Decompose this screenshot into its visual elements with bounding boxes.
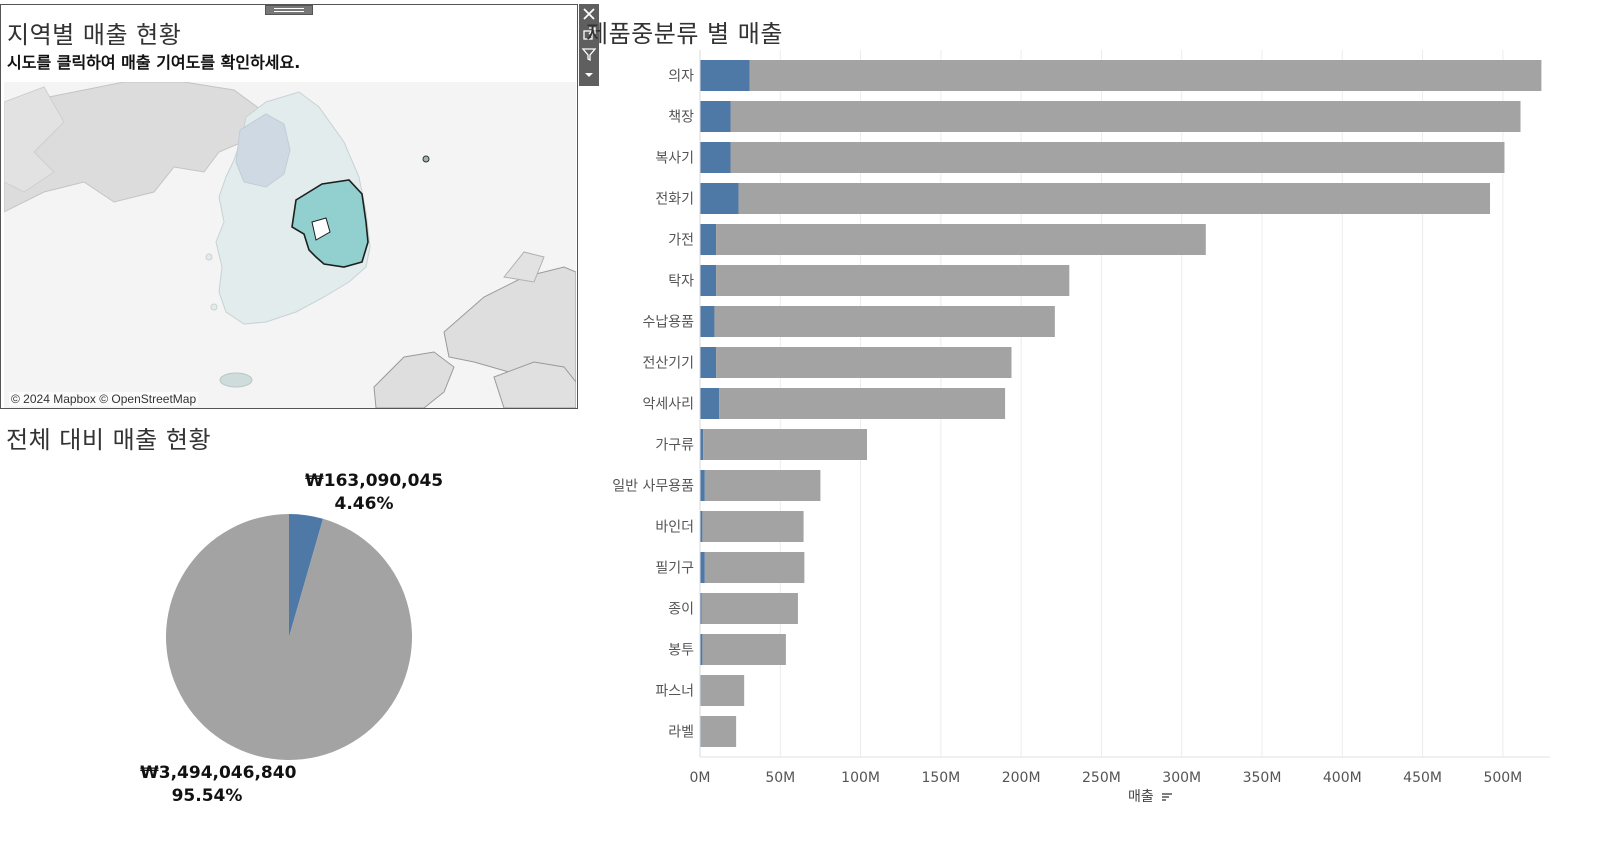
filter-icon[interactable] xyxy=(579,44,599,64)
bar-segment-selected[interactable] xyxy=(700,224,717,255)
bar-segment-selected[interactable] xyxy=(700,470,705,501)
bar-segment-rest[interactable] xyxy=(703,429,867,460)
korea-map[interactable] xyxy=(3,81,577,408)
bar-segment-selected[interactable] xyxy=(700,388,720,419)
category-label[interactable]: 가구류 xyxy=(655,438,694,454)
bar-segment-rest[interactable] xyxy=(719,388,1006,419)
bar-segment-rest[interactable] xyxy=(716,347,1012,378)
x-tick-label: 0M xyxy=(690,770,711,785)
category-label[interactable]: 전화기 xyxy=(655,192,694,208)
pie-chart[interactable] xyxy=(160,508,418,766)
bar-segment-selected[interactable] xyxy=(700,183,739,214)
category-label[interactable]: 전산기기 xyxy=(642,356,694,372)
x-tick-label: 200M xyxy=(1002,770,1041,785)
category-label[interactable]: 바인더 xyxy=(655,520,694,536)
close-icon[interactable] xyxy=(579,4,599,24)
region-daegu[interactable] xyxy=(311,217,331,241)
bar-segment-selected[interactable] xyxy=(700,511,703,542)
category-label[interactable]: 수납용품 xyxy=(642,315,694,331)
category-label[interactable]: 의자 xyxy=(668,69,694,85)
x-tick-label: 100M xyxy=(841,770,880,785)
pie-label-rest: ₩3,494,046,840 95.54% xyxy=(140,762,297,808)
bar-segment-rest[interactable] xyxy=(700,675,745,706)
bar-segment-rest[interactable] xyxy=(716,265,1070,296)
bar-segment-rest[interactable] xyxy=(730,101,1521,132)
bar-segment-selected[interactable] xyxy=(700,101,731,132)
bar-segment-rest[interactable] xyxy=(701,593,798,624)
x-axis-label: 매출 xyxy=(1128,789,1154,805)
west-island xyxy=(205,253,213,261)
category-label[interactable]: 탁자 xyxy=(668,274,694,290)
x-tick-label: 350M xyxy=(1243,770,1282,785)
x-tick-label: 300M xyxy=(1162,770,1201,785)
pie-slice-rest[interactable] xyxy=(165,514,412,760)
category-label[interactable]: 가전 xyxy=(668,233,694,249)
category-label[interactable]: 파스너 xyxy=(655,684,694,700)
pie-selected-amount: ₩163,090,045 xyxy=(305,471,444,491)
map-attribution[interactable]: © 2024 Mapbox © OpenStreetMap xyxy=(9,392,199,406)
x-tick-label: 450M xyxy=(1403,770,1442,785)
category-label[interactable]: 필기구 xyxy=(655,561,694,577)
japan-north xyxy=(503,251,545,283)
bar-segment-selected[interactable] xyxy=(700,552,705,583)
bar-segment-selected[interactable] xyxy=(700,347,717,378)
bar-segment-rest[interactable] xyxy=(730,142,1505,173)
bar-segment-selected[interactable] xyxy=(700,306,715,337)
category-label[interactable]: 라벨 xyxy=(668,725,694,741)
region-gyeonggi[interactable] xyxy=(235,113,291,188)
x-tick-label: 500M xyxy=(1483,770,1522,785)
category-label[interactable]: 책장 xyxy=(668,110,694,126)
bar-segment-rest[interactable] xyxy=(700,716,737,747)
bar-segment-rest[interactable] xyxy=(702,511,804,542)
category-label[interactable]: 봉투 xyxy=(668,643,694,659)
bar-segment-rest[interactable] xyxy=(704,470,821,501)
drag-handle[interactable] xyxy=(265,5,313,15)
x-tick-label: 50M xyxy=(765,770,795,785)
category-label[interactable]: 일반 사무용품 xyxy=(612,479,694,495)
pie-rest-amount: ₩3,494,046,840 xyxy=(140,763,297,783)
bar-segment-selected[interactable] xyxy=(700,429,704,460)
jeju-island[interactable] xyxy=(219,372,253,388)
worksheet-toolbar xyxy=(579,4,599,86)
category-label[interactable]: 복사기 xyxy=(655,151,694,167)
x-tick-label: 250M xyxy=(1082,770,1121,785)
bar-segment-selected[interactable] xyxy=(700,593,702,624)
bar-segment-selected[interactable] xyxy=(700,60,750,91)
north-land xyxy=(3,81,265,213)
category-label[interactable]: 종이 xyxy=(668,602,694,618)
pie-rest-percent: 95.54% xyxy=(171,786,243,806)
map-area[interactable]: © 2024 Mapbox © OpenStreetMap xyxy=(3,81,577,408)
sort-icon[interactable] xyxy=(1161,791,1173,803)
pie-title: 전체 대비 매출 현황 xyxy=(6,426,212,454)
bar-chart-title: 제품중분류 별 매출 xyxy=(586,20,783,48)
region-selected[interactable] xyxy=(291,179,369,268)
pie-slice-selected[interactable] xyxy=(289,514,324,637)
west-island xyxy=(210,303,218,311)
ulleung-island[interactable] xyxy=(422,155,430,163)
map-title: 지역별 매출 현황 xyxy=(7,21,182,49)
category-label[interactable]: 악세사리 xyxy=(642,397,694,413)
bar-segment-selected[interactable] xyxy=(700,265,717,296)
map-subtitle: 시도를 클릭하여 매출 기여도를 확인하세요. xyxy=(7,53,301,72)
bar-segment-selected[interactable] xyxy=(700,634,703,665)
bar-segment-rest[interactable] xyxy=(738,183,1491,214)
dropdown-icon[interactable] xyxy=(579,64,599,84)
x-tick-label: 400M xyxy=(1323,770,1362,785)
pie-selected-percent: 4.46% xyxy=(334,494,394,514)
popout-icon[interactable] xyxy=(579,24,599,44)
pie-label-selected: ₩163,090,045 4.46% xyxy=(305,470,444,516)
bar-segment-rest[interactable] xyxy=(714,306,1055,337)
bar-segment-rest[interactable] xyxy=(716,224,1206,255)
japan-kyushu xyxy=(373,351,455,408)
china-coast xyxy=(3,86,65,193)
x-tick-label: 150M xyxy=(921,770,960,785)
bar-segment-rest[interactable] xyxy=(749,60,1542,91)
bar-segment-rest[interactable] xyxy=(704,552,805,583)
bar-segment-rest[interactable] xyxy=(702,634,786,665)
bar-x-axis-title[interactable]: 매출 xyxy=(1128,786,1173,806)
bar-segment-selected[interactable] xyxy=(700,142,731,173)
map-panel: 지역별 매출 현황 시도를 클릭하여 매출 기여도를 확인하세요. xyxy=(0,4,578,409)
